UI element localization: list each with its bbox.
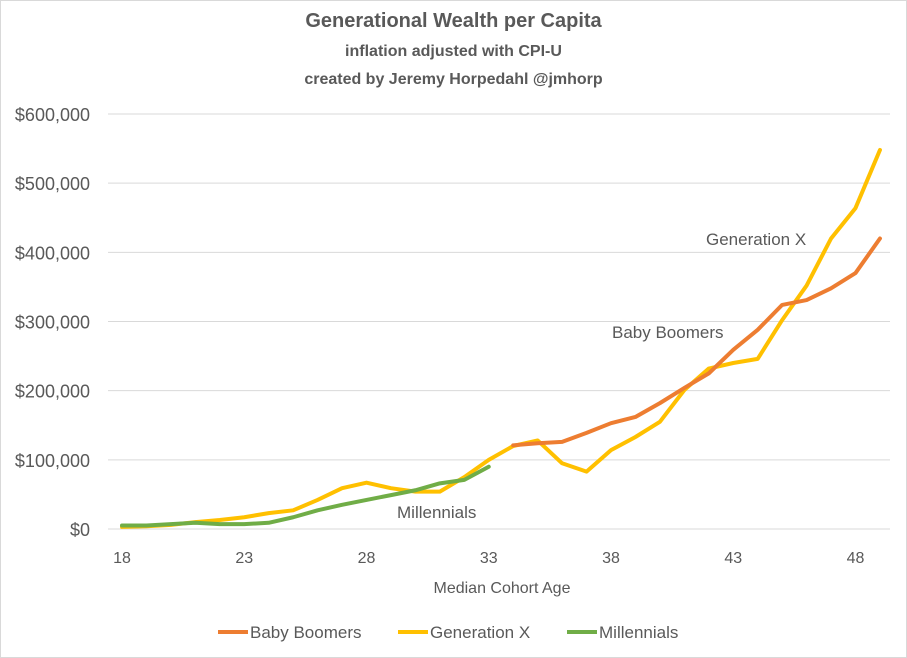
series-line-millennials — [120, 464, 491, 528]
x-tick-label: 33 — [480, 550, 498, 567]
x-tick-label: 23 — [235, 550, 253, 567]
y-tick-label: $100,000 — [15, 451, 90, 471]
x-axis-title: Median Cohort Age — [434, 580, 571, 597]
y-tick-label: $300,000 — [15, 313, 90, 333]
chart-subtitle-1: inflation adjusted with CPI-U — [345, 43, 562, 60]
legend-label: Generation X — [430, 623, 530, 642]
y-tick-label: $0 — [70, 520, 90, 540]
y-tick-label: $400,000 — [15, 243, 90, 263]
y-tick-label: $500,000 — [15, 174, 90, 194]
legend-label: Millennials — [599, 623, 678, 642]
series-line-baby-boomers — [511, 236, 882, 448]
x-tick-label: 38 — [602, 550, 620, 567]
legend-label: Baby Boomers — [250, 623, 362, 642]
series-annotation: Generation X — [706, 230, 806, 249]
series-annotation: Millennials — [397, 503, 476, 522]
x-tick-label: 48 — [847, 550, 865, 567]
x-tick-label: 28 — [358, 550, 376, 567]
series-line-generation-x — [120, 147, 882, 529]
x-tick-label: 43 — [724, 550, 742, 567]
series-annotation: Baby Boomers — [612, 323, 724, 342]
x-tick-label: 18 — [113, 550, 131, 567]
chart-title: Generational Wealth per Capita — [305, 10, 602, 32]
y-tick-label: $600,000 — [15, 105, 90, 125]
chart-subtitle-2: created by Jeremy Horpedahl @jmhorp — [304, 71, 603, 88]
y-tick-label: $200,000 — [15, 382, 90, 402]
